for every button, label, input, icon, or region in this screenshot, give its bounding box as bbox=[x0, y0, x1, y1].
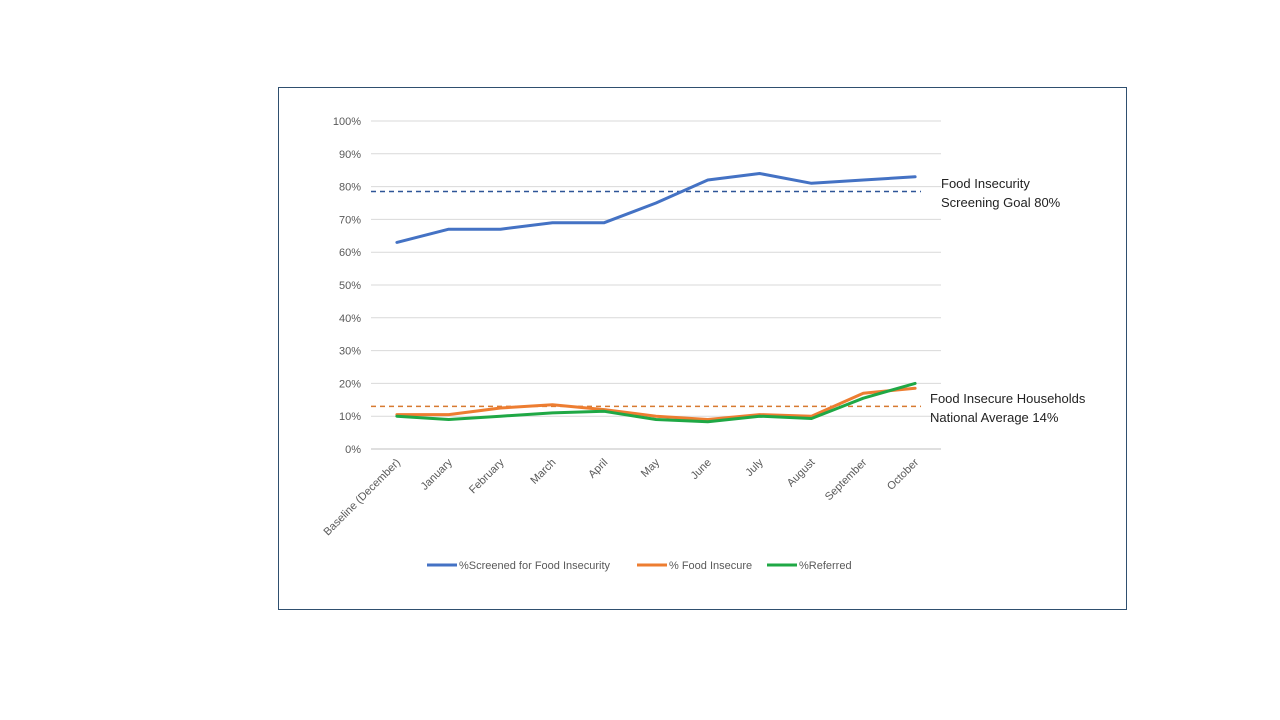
y-tick-label: 70% bbox=[339, 214, 361, 226]
line-chart: 0% 10% 20% 30% 40% 50% 60% 70% 80% 90% 100% Baseli… bbox=[321, 116, 941, 572]
series-line bbox=[395, 172, 917, 244]
legend-label: %Screened for Food Insecurity bbox=[459, 560, 611, 572]
goal-annotation-line1: Food Insecurity bbox=[941, 176, 1030, 191]
x-tick-label: September bbox=[823, 456, 870, 503]
grid bbox=[371, 120, 941, 450]
y-tick-label: 50% bbox=[339, 280, 361, 292]
legend-label: %Referred bbox=[799, 560, 852, 572]
y-tick-label: 100% bbox=[333, 116, 361, 128]
reference-lines bbox=[371, 190, 921, 408]
legend: %Screened for Food Insecurity % Food Inse… bbox=[427, 560, 852, 572]
x-tick-label: February bbox=[467, 456, 507, 496]
series-line bbox=[395, 381, 917, 424]
x-tick-label: January bbox=[419, 456, 456, 493]
y-tick-label: 90% bbox=[339, 149, 361, 161]
goal-annotation: Food Insecurity Screening Goal 80% bbox=[941, 174, 1060, 212]
goal-annotation-line2: Screening Goal 80% bbox=[941, 195, 1061, 210]
x-tick-label: June bbox=[689, 457, 714, 482]
x-tick-label: Baseline (December) bbox=[321, 457, 403, 539]
x-tick-label: May bbox=[639, 456, 663, 480]
y-tick-label: 20% bbox=[339, 378, 361, 390]
chart-frame: 0% 10% 20% 30% 40% 50% 60% 70% 80% 90% 100% Baseli… bbox=[278, 87, 1127, 610]
y-tick-label: 0% bbox=[345, 444, 361, 456]
y-tick-label: 30% bbox=[339, 346, 361, 358]
series-line bbox=[395, 386, 917, 421]
x-tick-label: July bbox=[743, 456, 766, 479]
y-tick-label: 40% bbox=[339, 313, 361, 325]
x-axis-ticks: Baseline (December) January February March A… bbox=[321, 456, 921, 538]
x-tick-label: October bbox=[885, 456, 921, 492]
x-tick-label: April bbox=[586, 457, 610, 481]
y-tick-label: 10% bbox=[339, 411, 361, 423]
x-tick-label: August bbox=[785, 457, 818, 490]
national-average-annotation-line1: Food Insecure Households bbox=[930, 391, 1086, 406]
y-tick-label: 80% bbox=[339, 182, 361, 194]
series-lines bbox=[395, 172, 917, 424]
y-axis-ticks: 0% 10% 20% 30% 40% 50% 60% 70% 80% 90% 100% bbox=[333, 116, 361, 456]
x-tick-label: March bbox=[528, 457, 558, 487]
y-tick-label: 60% bbox=[339, 247, 361, 259]
legend-label: % Food Insecure bbox=[669, 560, 752, 572]
national-average-annotation: Food Insecure Households National Averag… bbox=[930, 389, 1085, 427]
national-average-annotation-line2: National Average 14% bbox=[930, 410, 1059, 425]
